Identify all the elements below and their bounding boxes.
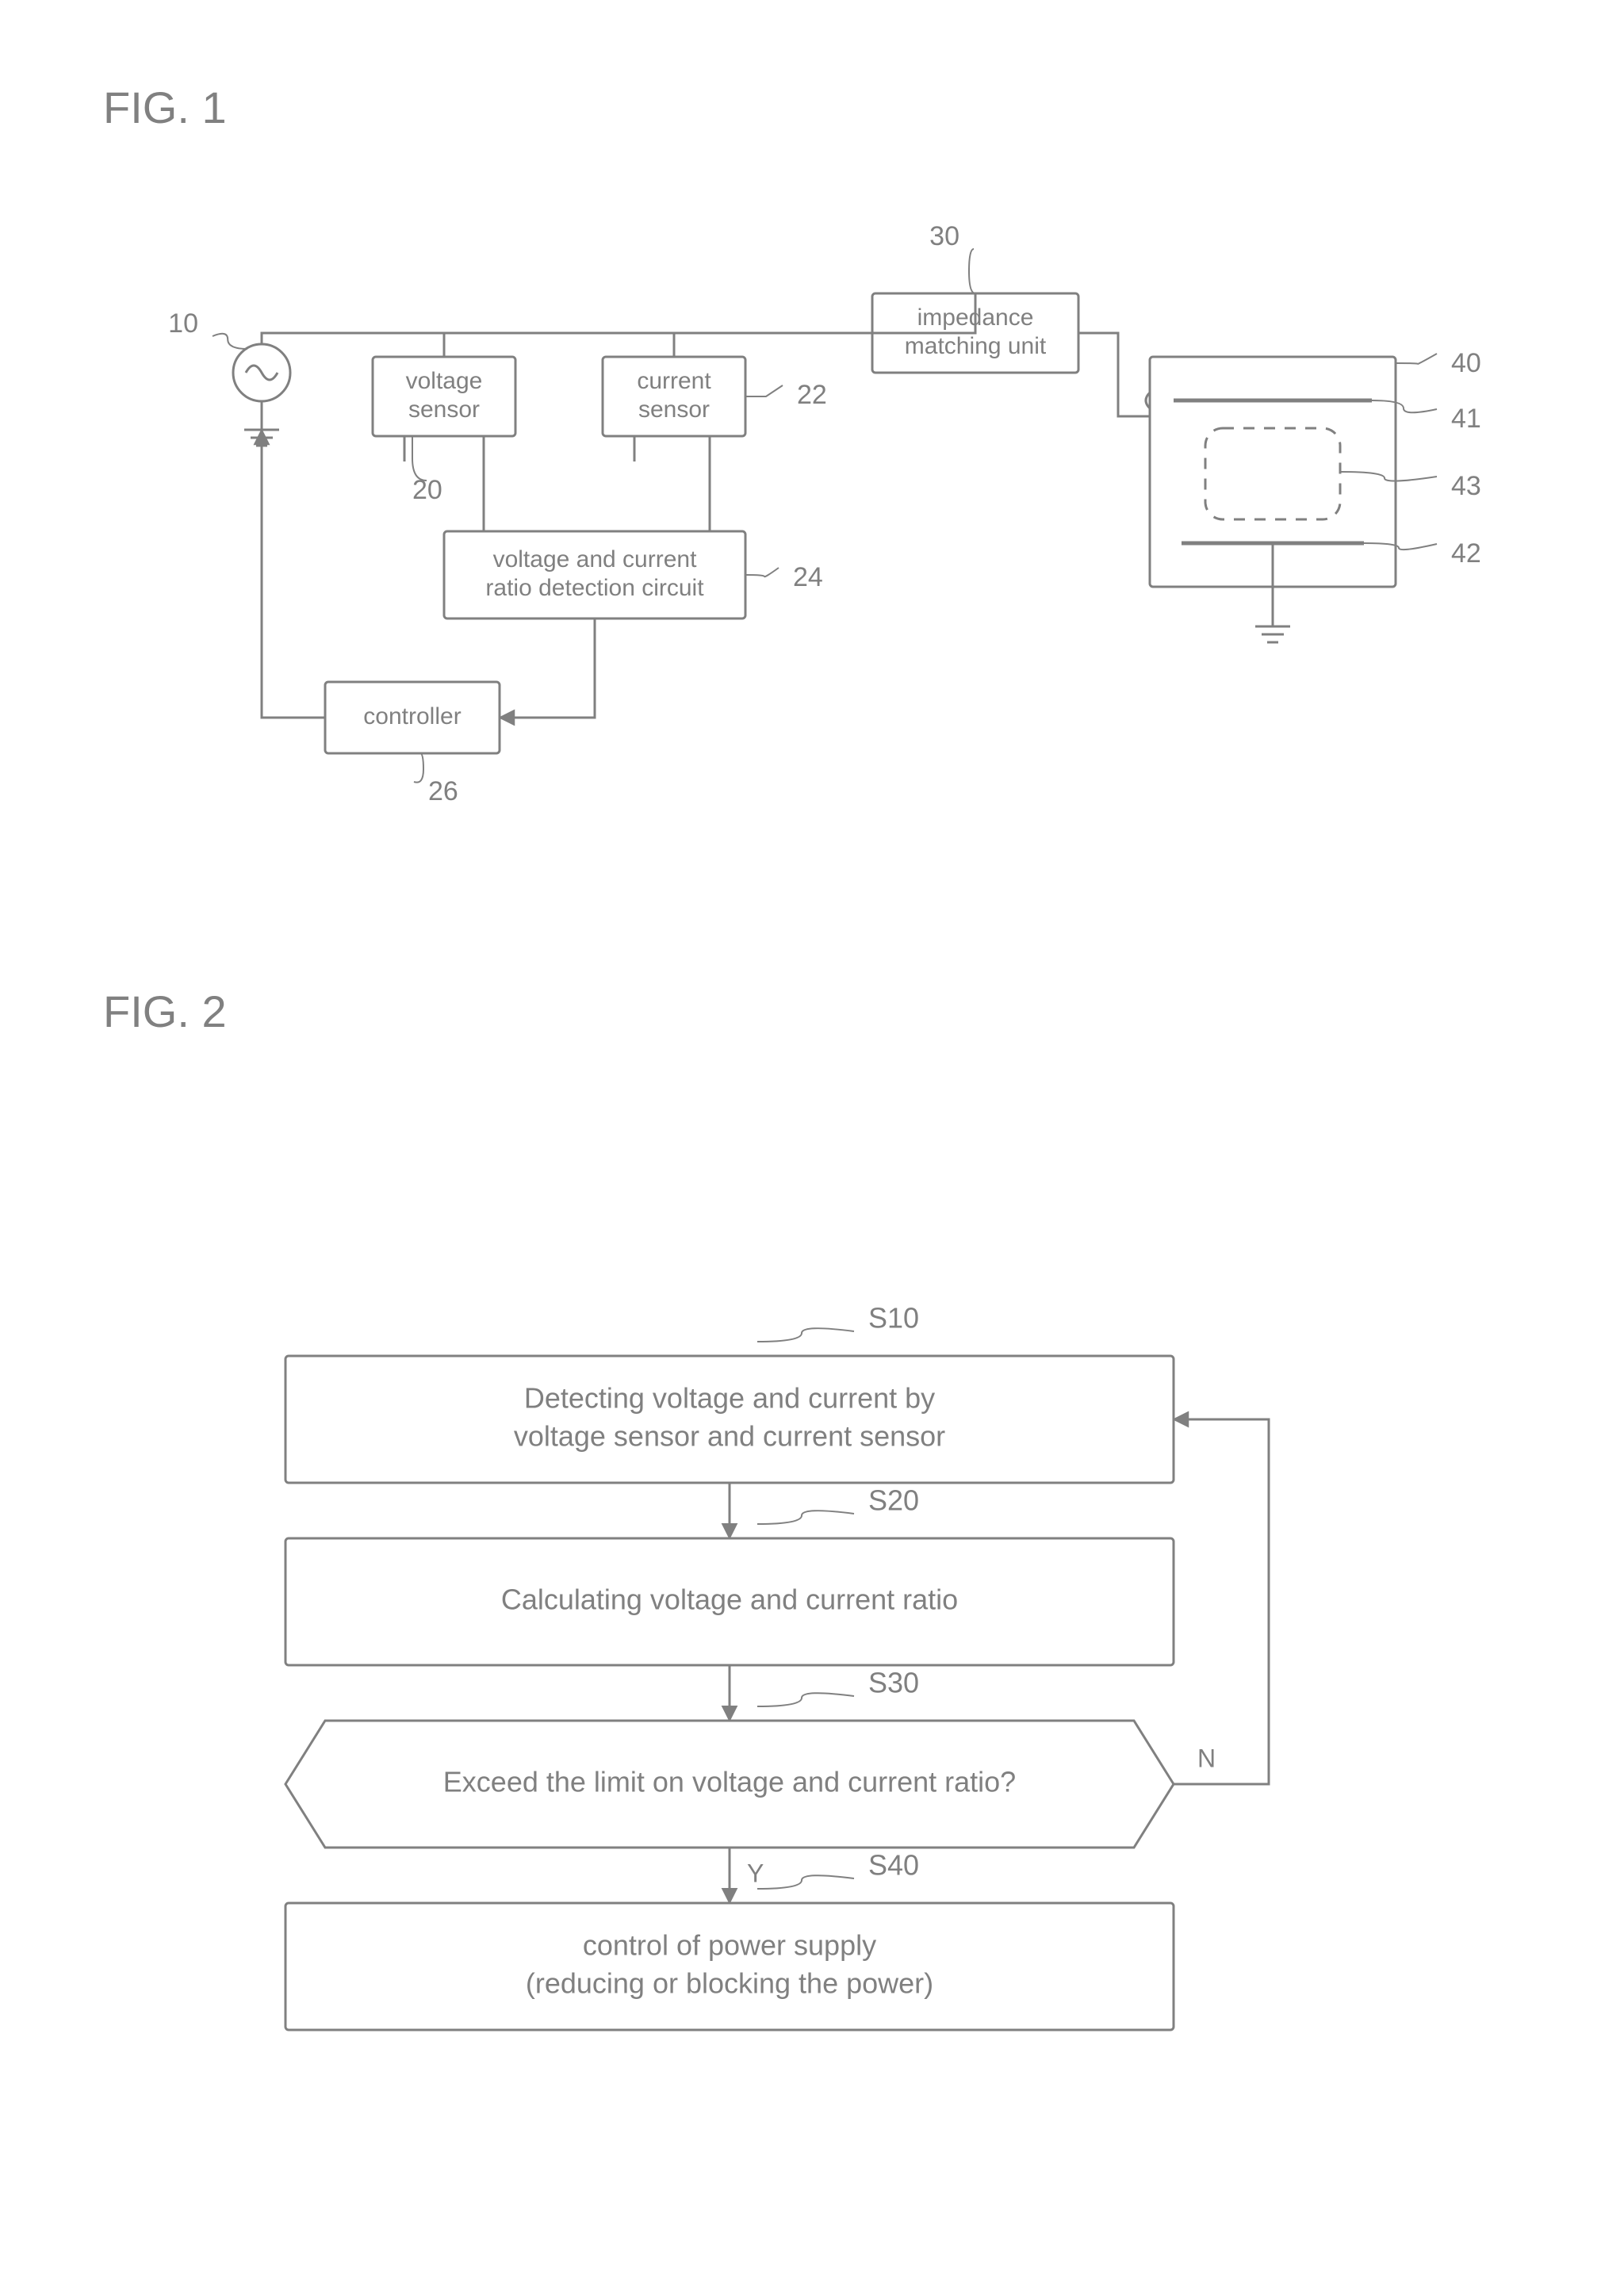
figure-1-title: FIG. 1 (103, 82, 227, 132)
fig1-edge (500, 618, 595, 718)
branch-no-label: N (1197, 1744, 1216, 1772)
svg-text:sensor: sensor (638, 396, 710, 423)
ground-symbol (1255, 626, 1290, 642)
diagram-canvas: FIG. 110voltagesensor20currentsensor22im… (0, 0, 1624, 2286)
ac-source (233, 341, 290, 446)
flow-step-s20: Calculating voltage and current ratio (285, 1538, 1174, 1665)
callout-24: 24 (745, 562, 823, 592)
callout-S10: S10 (757, 1302, 919, 1342)
svg-text:ratio detection circuit: ratio detection circuit (485, 575, 704, 601)
callout-S40: S40 (757, 1849, 919, 1889)
flow-step-s40: control of power supply (reducing or bloc… (285, 1903, 1174, 2030)
svg-text:sensor: sensor (408, 396, 480, 423)
svg-text:S30: S30 (868, 1667, 919, 1699)
flow-step-s10: Detecting voltage and current by voltage … (285, 1356, 1174, 1483)
svg-text:voltage: voltage (406, 368, 483, 394)
callout-43: 43 (1340, 471, 1481, 501)
fig1-edge (262, 293, 975, 341)
branch-yes-label: Y (747, 1859, 764, 1887)
svg-text:impedance: impedance (917, 304, 1034, 331)
svg-text:S20: S20 (868, 1484, 919, 1517)
fig1-edge (1078, 333, 1150, 416)
callout-20: 20 (412, 436, 442, 505)
figure-2-title: FIG. 2 (103, 986, 227, 1036)
callout-S20: S20 (757, 1484, 919, 1524)
block-csensor: currentsensor (603, 357, 745, 436)
fig1-edge (262, 430, 325, 718)
svg-text:voltage sensor and current sen: voltage sensor and current sensor (514, 1420, 945, 1453)
figure-2: FIG. 2 Detecting voltage and current by vo… (103, 986, 1269, 2030)
svg-text:43: 43 (1451, 471, 1481, 501)
callout-42: 42 (1364, 538, 1481, 569)
callout-26: 26 (414, 753, 458, 806)
svg-text:41: 41 (1451, 404, 1481, 434)
svg-text:(reducing or blocking the powe: (reducing or blocking the power) (526, 1967, 933, 2000)
block-ratio: voltage and current ratio detection circu… (444, 531, 745, 618)
svg-text:Calculating voltage and curren: Calculating voltage and current ratio (501, 1583, 958, 1616)
callout-30: 30 (929, 221, 975, 293)
block-controller: controller (325, 682, 500, 753)
svg-text:24: 24 (793, 562, 823, 592)
callout-S30: S30 (757, 1667, 919, 1706)
svg-text:control of power supply: control of power supply (583, 1929, 876, 1962)
flow-step-s30: Exceed the limit on voltage and current … (285, 1721, 1174, 1848)
svg-text:20: 20 (412, 475, 442, 505)
svg-text:matching unit: matching unit (905, 333, 1047, 359)
block-vsensor: voltagesensor (373, 357, 515, 436)
svg-text:22: 22 (797, 380, 827, 410)
callout-41: 41 (1372, 400, 1481, 434)
svg-text:S10: S10 (868, 1302, 919, 1335)
plasma-chamber (1146, 357, 1396, 642)
svg-text:10: 10 (168, 308, 198, 339)
svg-text:Exceed the limit on voltage an: Exceed the limit on voltage and current … (443, 1766, 1016, 1798)
svg-text:30: 30 (929, 221, 959, 251)
callout-22: 22 (745, 380, 827, 410)
svg-text:S40: S40 (868, 1849, 919, 1882)
callout-10: 10 (168, 308, 247, 349)
svg-text:40: 40 (1451, 348, 1481, 378)
svg-text:voltage and current: voltage and current (493, 546, 697, 572)
svg-text:Detecting voltage and current: Detecting voltage and current by (524, 1382, 935, 1415)
figure-1: FIG. 110voltagesensor20currentsensor22im… (103, 82, 1481, 806)
flow-loopback (1174, 1419, 1269, 1784)
svg-text:current: current (637, 368, 711, 394)
svg-text:controller: controller (363, 703, 461, 730)
svg-text:42: 42 (1451, 538, 1481, 569)
callout-40: 40 (1396, 348, 1481, 378)
svg-text:26: 26 (428, 776, 458, 806)
